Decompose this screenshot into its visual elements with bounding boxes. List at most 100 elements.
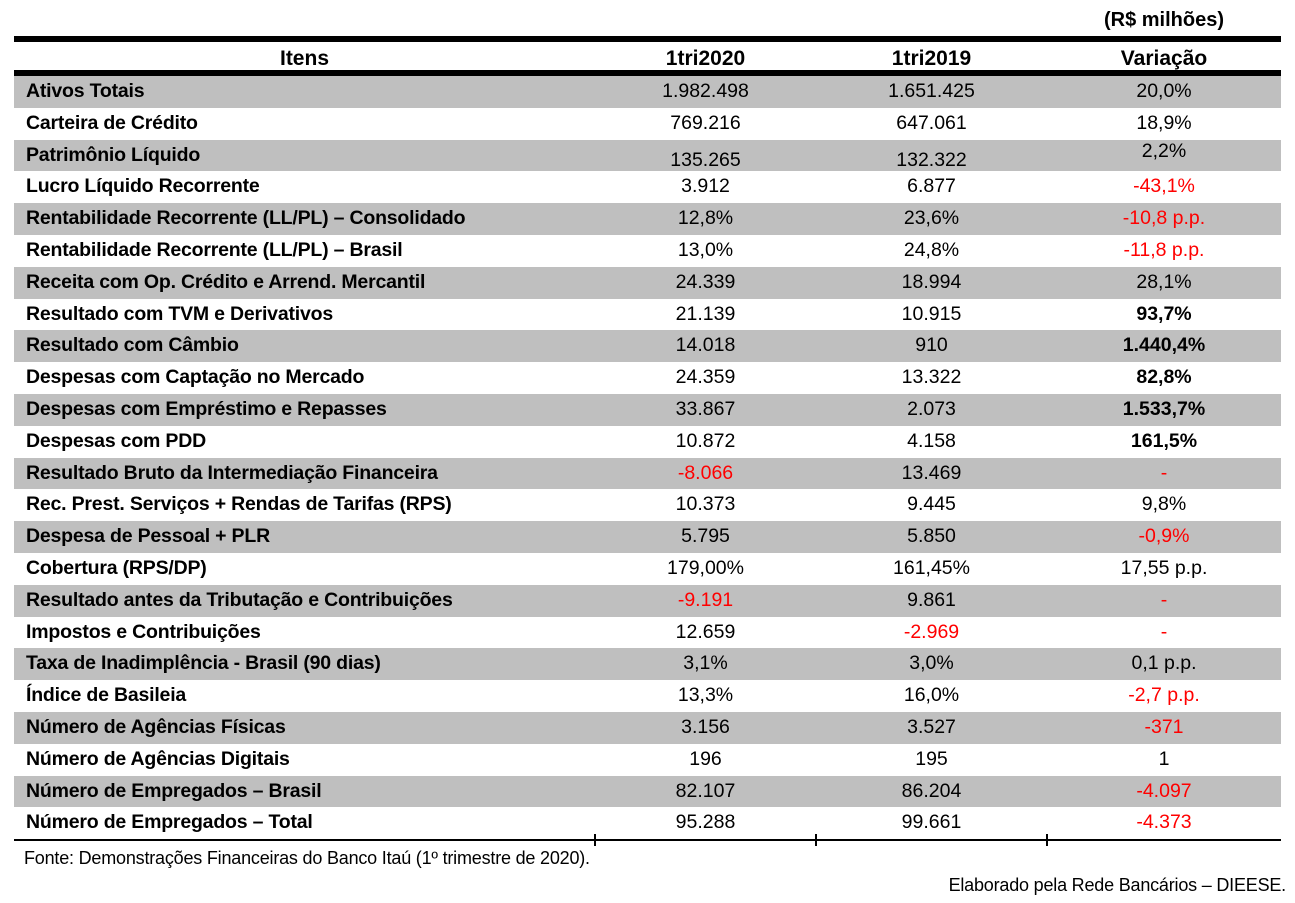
value-1tri2019: 24,8% <box>903 238 960 261</box>
value-1tri2020: -9.191 <box>677 588 734 611</box>
row-label: Rentabilidade Recorrente (LL/PL) – Brasi… <box>26 238 403 261</box>
column-divider-tick <box>815 834 817 847</box>
unit-label: (R$ milhões) <box>1103 8 1225 31</box>
row-label: Despesas com PDD <box>26 429 206 452</box>
table-row: Número de Agências Físicas 3.156 3.527 -371 <box>14 711 1281 744</box>
value-1tri2020: 196 <box>689 747 722 770</box>
value-1tri2020: 12,8% <box>677 207 734 230</box>
value-variacao: 28,1% <box>1136 270 1192 293</box>
value-1tri2019: 910 <box>915 334 948 357</box>
row-label: Resultado com Câmbio <box>26 334 239 357</box>
value-1tri2019: 9.861 <box>907 588 956 611</box>
source-note: Fonte: Demonstrações Financeiras do Banc… <box>24 848 590 869</box>
table-row: Resultado Bruto da Intermediação Finance… <box>14 457 1281 490</box>
row-label: Despesas com Empréstimo e Repasses <box>26 397 387 420</box>
value-1tri2019: 99.661 <box>901 811 962 834</box>
table-row: Despesa de Pessoal + PLR 5.795 5.850 -0,9% <box>14 521 1281 553</box>
row-label: Rentabilidade Recorrente (LL/PL) – Conso… <box>26 207 466 230</box>
table-row: Despesas com Captação no Mercado 24.359 13… <box>14 362 1281 394</box>
value-1tri2019: 195 <box>915 747 948 770</box>
value-1tri2020: 769.216 <box>670 111 741 134</box>
value-1tri2019: 13.469 <box>901 461 962 484</box>
table-row: Receita com Op. Crédito e Arrend. Mercan… <box>14 266 1281 299</box>
row-label: Resultado Bruto da Intermediação Finance… <box>26 461 438 484</box>
value-1tri2020: 5.795 <box>681 525 730 548</box>
value-variacao: 1.440,4% <box>1122 334 1206 357</box>
row-label: Resultado com TVM e Derivativos <box>26 302 333 325</box>
column-header-1tri2019: 1tri2019 <box>891 47 972 70</box>
row-label: Despesa de Pessoal + PLR <box>26 525 270 548</box>
value-1tri2020: 24.359 <box>675 366 736 389</box>
row-label: Índice de Basileia <box>26 684 187 707</box>
value-variacao: -10,8 p.p. <box>1122 207 1206 230</box>
value-1tri2020: 95.288 <box>675 811 736 834</box>
row-label: Número de Agências Físicas <box>26 715 286 738</box>
table-row: Número de Empregados – Brasil 82.107 86.20… <box>14 775 1281 808</box>
value-1tri2019: 3,0% <box>909 652 954 675</box>
value-variacao: 2,2% <box>1141 139 1187 162</box>
table-row: Número de Agências Digitais 196 195 1 <box>14 743 1281 776</box>
table-header-row: Itens 1tri2020 1tri2019 Variação <box>14 42 1281 76</box>
table-row: Rec. Prest. Serviços + Rendas de Tarifas… <box>14 489 1281 522</box>
value-1tri2020: 179,00% <box>667 556 744 579</box>
table-row: Despesas com PDD 10.872 4.158 161,5% <box>14 425 1281 458</box>
value-variacao: -2,7 p.p. <box>1128 684 1200 707</box>
table-row: Rentabilidade Recorrente (LL/PL) – Conso… <box>14 203 1281 235</box>
value-1tri2019: 18.994 <box>901 270 962 293</box>
value-1tri2019: 13.322 <box>901 366 962 389</box>
column-header-variacao: Variação <box>1120 47 1208 70</box>
table-row: Despesas com Empréstimo e Repasses 33.867… <box>14 393 1281 426</box>
row-label: Número de Empregados – Total <box>26 811 313 834</box>
value-1tri2020: 21.139 <box>675 302 736 325</box>
value-variacao: 1.533,7% <box>1122 397 1206 420</box>
value-1tri2019: 6.877 <box>907 175 956 198</box>
value-variacao: 93,7% <box>1136 302 1192 325</box>
table-row: Resultado com Câmbio 14.018 910 1.440,4% <box>14 330 1281 363</box>
column-header-1tri2020: 1tri2020 <box>665 47 746 70</box>
value-variacao: 82,8% <box>1136 366 1192 389</box>
value-1tri2019: 16,0% <box>903 684 960 707</box>
table-row: Impostos e Contribuições 12.659 -2.969 - <box>14 616 1281 649</box>
value-variacao: -4.097 <box>1136 779 1192 802</box>
value-1tri2020: 3,1% <box>683 652 728 675</box>
value-variacao: -0,9% <box>1138 525 1190 548</box>
value-variacao: - <box>1160 620 1168 643</box>
report-page: (R$ milhões) Itens 1tri2020 1tri2019 Var… <box>14 0 1286 896</box>
value-1tri2019: 5.850 <box>907 525 956 548</box>
value-variacao: 17,55 p.p. <box>1120 556 1208 579</box>
value-variacao: -11,8 p.p. <box>1123 238 1205 261</box>
table-row: Carteira de Crédito 769.216 647.061 18,9% <box>14 107 1281 140</box>
value-variacao: 1 <box>1158 747 1170 770</box>
column-divider-tick <box>594 834 596 847</box>
value-1tri2019: 161,45% <box>893 556 970 579</box>
value-1tri2020: 12.659 <box>675 620 736 643</box>
row-label: Rec. Prest. Serviços + Rendas de Tarifas… <box>26 493 452 516</box>
value-1tri2020: 135.265 <box>670 148 741 171</box>
value-1tri2019: 10.915 <box>901 302 962 325</box>
value-1tri2020: 13,0% <box>677 238 734 261</box>
row-label: Receita com Op. Crédito e Arrend. Mercan… <box>26 270 426 293</box>
value-1tri2020: -8.066 <box>677 461 734 484</box>
row-label: Taxa de Inadimplência - Brasil (90 dias) <box>26 652 381 675</box>
value-variacao: - <box>1160 588 1168 611</box>
table-row: Cobertura (RPS/DP) 179,00% 161,45% 17,55 p.… <box>14 552 1281 585</box>
value-1tri2020: 3.156 <box>681 715 730 738</box>
value-1tri2020: 33.867 <box>675 397 736 420</box>
column-divider-tick <box>1046 834 1048 847</box>
value-1tri2020: 24.339 <box>675 270 736 293</box>
value-variacao: -371 <box>1144 715 1184 738</box>
value-1tri2019: 2.073 <box>907 397 956 420</box>
row-label: Ativos Totais <box>26 80 145 102</box>
value-variacao: 9,8% <box>1141 493 1187 516</box>
value-1tri2019: 132.322 <box>896 148 967 171</box>
row-label: Despesas com Captação no Mercado <box>26 366 365 389</box>
table-row: Número de Empregados – Total 95.288 99.661… <box>14 807 1281 840</box>
value-1tri2019: 86.204 <box>901 779 962 802</box>
table-row: Rentabilidade Recorrente (LL/PL) – Brasi… <box>14 234 1281 267</box>
table-row: Ativos Totais 1.982.498 1.651.425 20,0% <box>14 76 1281 108</box>
table-row: Resultado com TVM e Derivativos 21.139 10.… <box>14 298 1281 331</box>
value-1tri2020: 1.982.498 <box>662 80 749 102</box>
value-1tri2019: 647.061 <box>896 111 967 134</box>
value-variacao: 20,0% <box>1136 80 1192 102</box>
row-label: Número de Empregados – Brasil <box>26 779 322 802</box>
